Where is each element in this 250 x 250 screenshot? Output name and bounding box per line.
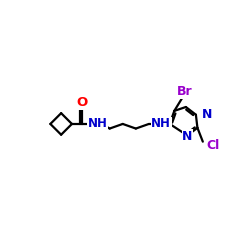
- Text: NH: NH: [151, 118, 171, 130]
- Text: N: N: [202, 108, 212, 121]
- Text: Cl: Cl: [207, 139, 220, 152]
- Text: O: O: [76, 96, 88, 109]
- Text: Br: Br: [176, 85, 192, 98]
- Text: NH: NH: [88, 118, 107, 130]
- Text: N: N: [182, 130, 192, 143]
